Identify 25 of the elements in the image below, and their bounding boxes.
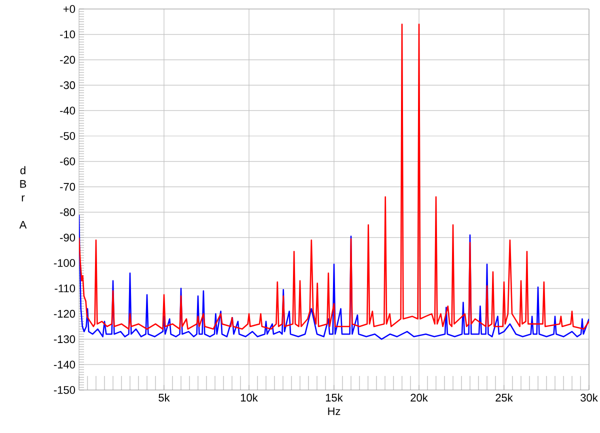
- y-tick-label: -60: [60, 157, 76, 166]
- x-tick-label: 15k: [326, 394, 343, 402]
- y-tick-label: -50: [60, 132, 76, 140]
- y-tick-label: -130: [54, 335, 76, 344]
- y-tick-label: -80: [60, 208, 76, 216]
- x-tick-label: 30k: [580, 394, 598, 402]
- y-tick-label: -90: [60, 234, 76, 242]
- x-tick-label: 20k: [410, 394, 428, 402]
- y-tick-label: -140: [54, 360, 76, 368]
- text: dBr A: [19, 166, 27, 229]
- y-tick-label: -110: [54, 284, 76, 292]
- x-tick-label: 5k: [158, 394, 170, 402]
- y-tick-label: -70: [60, 182, 76, 191]
- y-tick-label: -100: [54, 259, 76, 267]
- y-tick-label: -30: [60, 81, 76, 90]
- x-axis-title: Hz: [328, 407, 340, 416]
- y-tick-label: +0: [63, 5, 76, 13]
- y-tick-label: -120: [54, 310, 76, 318]
- x-tick-label: 25k: [496, 394, 513, 402]
- y-tick-label: -40: [60, 106, 76, 114]
- x-tick-label: 10k: [240, 394, 258, 402]
- y-tick-label: -20: [60, 56, 76, 64]
- line-series: [79, 24, 590, 330]
- y-tick-label: -10: [60, 30, 76, 38]
- y-tick-label: -150: [54, 386, 76, 394]
